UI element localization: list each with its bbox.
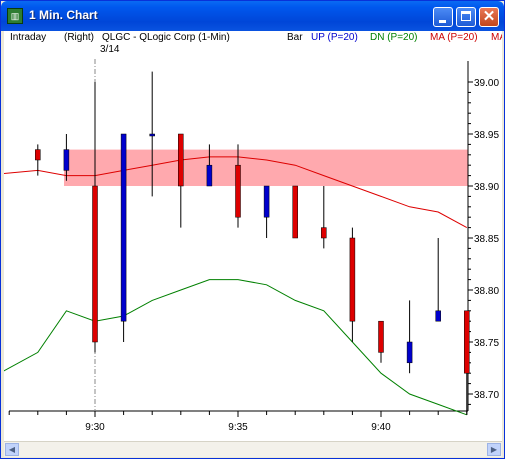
candle-up — [149, 133, 155, 137]
candle-down — [464, 310, 470, 374]
candle-down — [292, 185, 298, 239]
ma-legend: MA (P=20) — [430, 32, 478, 43]
candle-down — [321, 227, 327, 239]
chart-app-icon[interactable]: ▥ — [7, 8, 23, 24]
dn-legend: DN (P=20) — [370, 32, 418, 43]
candle-up — [406, 341, 413, 364]
candle-up — [263, 185, 270, 218]
candle-down — [235, 164, 241, 218]
y-tick-label: 38.70 — [474, 390, 499, 401]
x-tick-label: 9:40 — [371, 422, 391, 433]
ma-legend-cut: MA — [491, 32, 502, 43]
side-label: (Right) — [64, 32, 95, 43]
up-legend: UP (P=20) — [311, 32, 358, 43]
window-title: 1 Min. Chart — [29, 8, 98, 22]
candle-down — [35, 149, 41, 161]
candle-up — [206, 164, 213, 187]
candle-up — [120, 133, 127, 322]
scroll-right-button[interactable]: ▶ — [487, 443, 501, 456]
mode-label: Intraday — [10, 32, 47, 43]
candle-down — [92, 185, 98, 343]
candle-down — [378, 320, 384, 353]
highlight-band — [64, 149, 468, 186]
candlestick-chart[interactable]: 38.70 38.75 38.80 38.85 38.90 38.95 39.00 9:30 9… — [4, 31, 502, 441]
scroll-left-button[interactable]: ◀ — [5, 443, 19, 456]
x-tick-label: 9:30 — [85, 422, 105, 433]
minimize-button[interactable] — [433, 7, 453, 27]
x-tick-label: 9:35 — [228, 422, 248, 433]
candle-down — [178, 133, 184, 187]
maximize-icon — [461, 11, 471, 21]
close-icon: ✕ — [482, 8, 496, 25]
y-tick-label: 38.85 — [474, 234, 499, 245]
y-tick-label: 38.80 — [474, 286, 499, 297]
candle-up — [63, 149, 70, 171]
y-tick-label: 39.00 — [474, 78, 499, 89]
chart-area[interactable]: Intraday (Right) QLGC - QLogic Corp (1-M… — [4, 31, 502, 455]
horizontal-scrollbar[interactable]: ◀ ▶ — [4, 441, 502, 457]
title-bar[interactable]: ▥ 1 Min. Chart ✕ — [1, 1, 504, 31]
y-tick-label: 38.75 — [474, 338, 499, 349]
maximize-button[interactable] — [456, 7, 476, 27]
candle-up — [435, 310, 441, 322]
symbol-label: QLGC - QLogic Corp (1-Min) — [102, 32, 230, 43]
date-label: 3/14 — [100, 44, 120, 55]
minimize-icon — [439, 20, 446, 23]
chart-style-label: Bar — [287, 32, 303, 43]
y-tick-label: 38.95 — [474, 130, 499, 141]
close-button[interactable]: ✕ — [479, 7, 499, 27]
dn-line — [4, 279, 467, 416]
y-tick-label: 38.90 — [474, 182, 499, 193]
candle-down — [349, 237, 356, 322]
